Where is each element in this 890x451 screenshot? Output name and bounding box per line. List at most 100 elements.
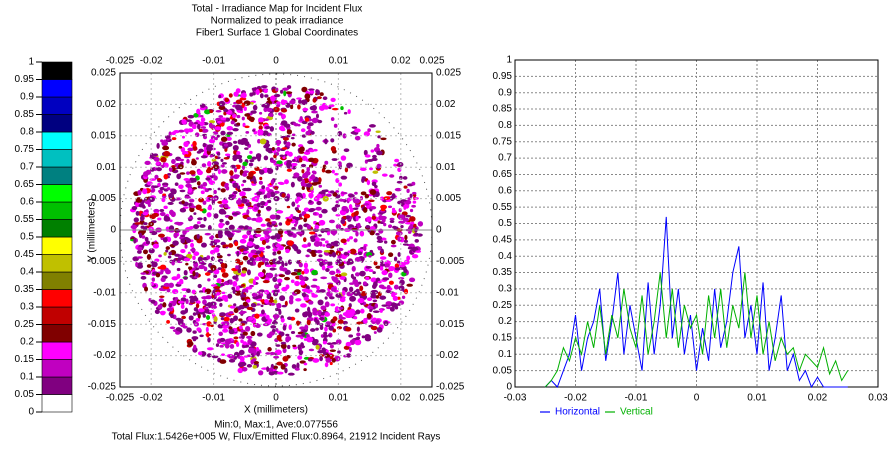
speckle — [220, 130, 226, 136]
x-tick-label: 0.03 — [868, 393, 888, 404]
speckle — [183, 178, 190, 181]
speckle — [415, 250, 422, 253]
speckle — [297, 175, 303, 182]
speckle — [372, 317, 377, 322]
speckle — [206, 145, 213, 152]
speckle — [325, 357, 332, 363]
speckle — [207, 225, 212, 231]
x-tick-label-top: 0.01 — [329, 56, 349, 67]
x-tick-label: 0 — [273, 393, 279, 404]
speckle — [228, 215, 234, 221]
y-tick-label-right: -0.01 — [436, 287, 459, 298]
speckle — [363, 131, 371, 137]
speckle — [247, 338, 252, 345]
speckle — [368, 124, 376, 128]
speckle — [357, 222, 361, 229]
speckle — [351, 126, 358, 129]
speckle — [298, 157, 303, 163]
speckle — [282, 347, 287, 354]
speckle — [220, 262, 226, 269]
speckle — [259, 111, 263, 115]
speckle — [262, 130, 269, 137]
speckle — [235, 285, 240, 291]
speckle — [248, 116, 255, 122]
legend-label: Horizontal — [555, 407, 600, 418]
speckle — [371, 289, 379, 295]
speckle — [324, 326, 328, 332]
speckle — [207, 206, 212, 211]
speckle — [336, 326, 343, 330]
speckle — [197, 217, 203, 221]
speckle — [201, 242, 207, 248]
colorbar-cell — [41, 306, 73, 325]
speckle — [256, 291, 264, 294]
speckle — [179, 172, 186, 175]
speckle — [362, 207, 368, 213]
speckle — [246, 335, 253, 339]
speckle — [250, 249, 258, 254]
speckle — [177, 163, 184, 170]
speckle — [266, 192, 272, 199]
speckle — [291, 159, 296, 162]
speckle — [294, 280, 300, 287]
speckle — [375, 232, 380, 236]
speckle — [209, 155, 214, 158]
speckle — [210, 264, 217, 271]
speckle — [362, 317, 368, 324]
speckle — [265, 206, 272, 211]
speckle — [390, 239, 396, 245]
colorbar-label: 0.6 — [20, 197, 34, 208]
speckle — [270, 159, 276, 163]
speckle — [331, 342, 338, 345]
speckle — [162, 193, 167, 197]
speckle — [218, 100, 226, 107]
colorbar-label: 0.25 — [15, 319, 35, 330]
speckle — [366, 216, 372, 223]
speckle — [206, 353, 212, 358]
speckle — [192, 270, 196, 277]
speckle — [402, 243, 409, 246]
speckle — [189, 226, 194, 230]
speckle — [290, 104, 294, 110]
speckle — [201, 296, 209, 300]
speckle — [259, 176, 263, 181]
speckle — [180, 234, 186, 238]
speckle — [237, 268, 242, 274]
y-tick-label-right: 0 — [436, 225, 442, 236]
y-tick-label: 0.35 — [493, 267, 513, 278]
speckle — [233, 315, 238, 322]
speckle — [303, 213, 311, 219]
speckle — [272, 258, 277, 265]
speckle — [225, 220, 230, 226]
speckle — [189, 198, 195, 203]
speckle — [261, 309, 265, 315]
colorbar-label: 1 — [28, 57, 34, 68]
speckle — [260, 205, 265, 208]
speckle — [241, 183, 245, 187]
speckle — [276, 334, 282, 341]
speckle — [353, 238, 358, 243]
speckle — [264, 94, 269, 98]
speckle — [315, 113, 319, 119]
speckle — [257, 155, 261, 162]
speckle — [391, 209, 397, 214]
speckle — [312, 358, 320, 363]
speckle — [180, 146, 186, 153]
speckle — [251, 92, 256, 96]
speckle — [328, 219, 335, 224]
speckle — [404, 288, 409, 295]
speckle — [345, 314, 353, 319]
speckle — [270, 302, 276, 306]
speckle — [319, 316, 325, 321]
speckle — [322, 164, 327, 170]
speckle — [264, 126, 271, 129]
y-tick-label: 0.9 — [498, 87, 512, 98]
speckle — [164, 162, 169, 168]
speckle — [250, 110, 257, 114]
speckle — [330, 190, 335, 194]
x-tick-label: 0 — [694, 393, 700, 404]
speckle — [209, 309, 215, 313]
speckle — [307, 140, 315, 145]
speckle — [354, 191, 358, 195]
